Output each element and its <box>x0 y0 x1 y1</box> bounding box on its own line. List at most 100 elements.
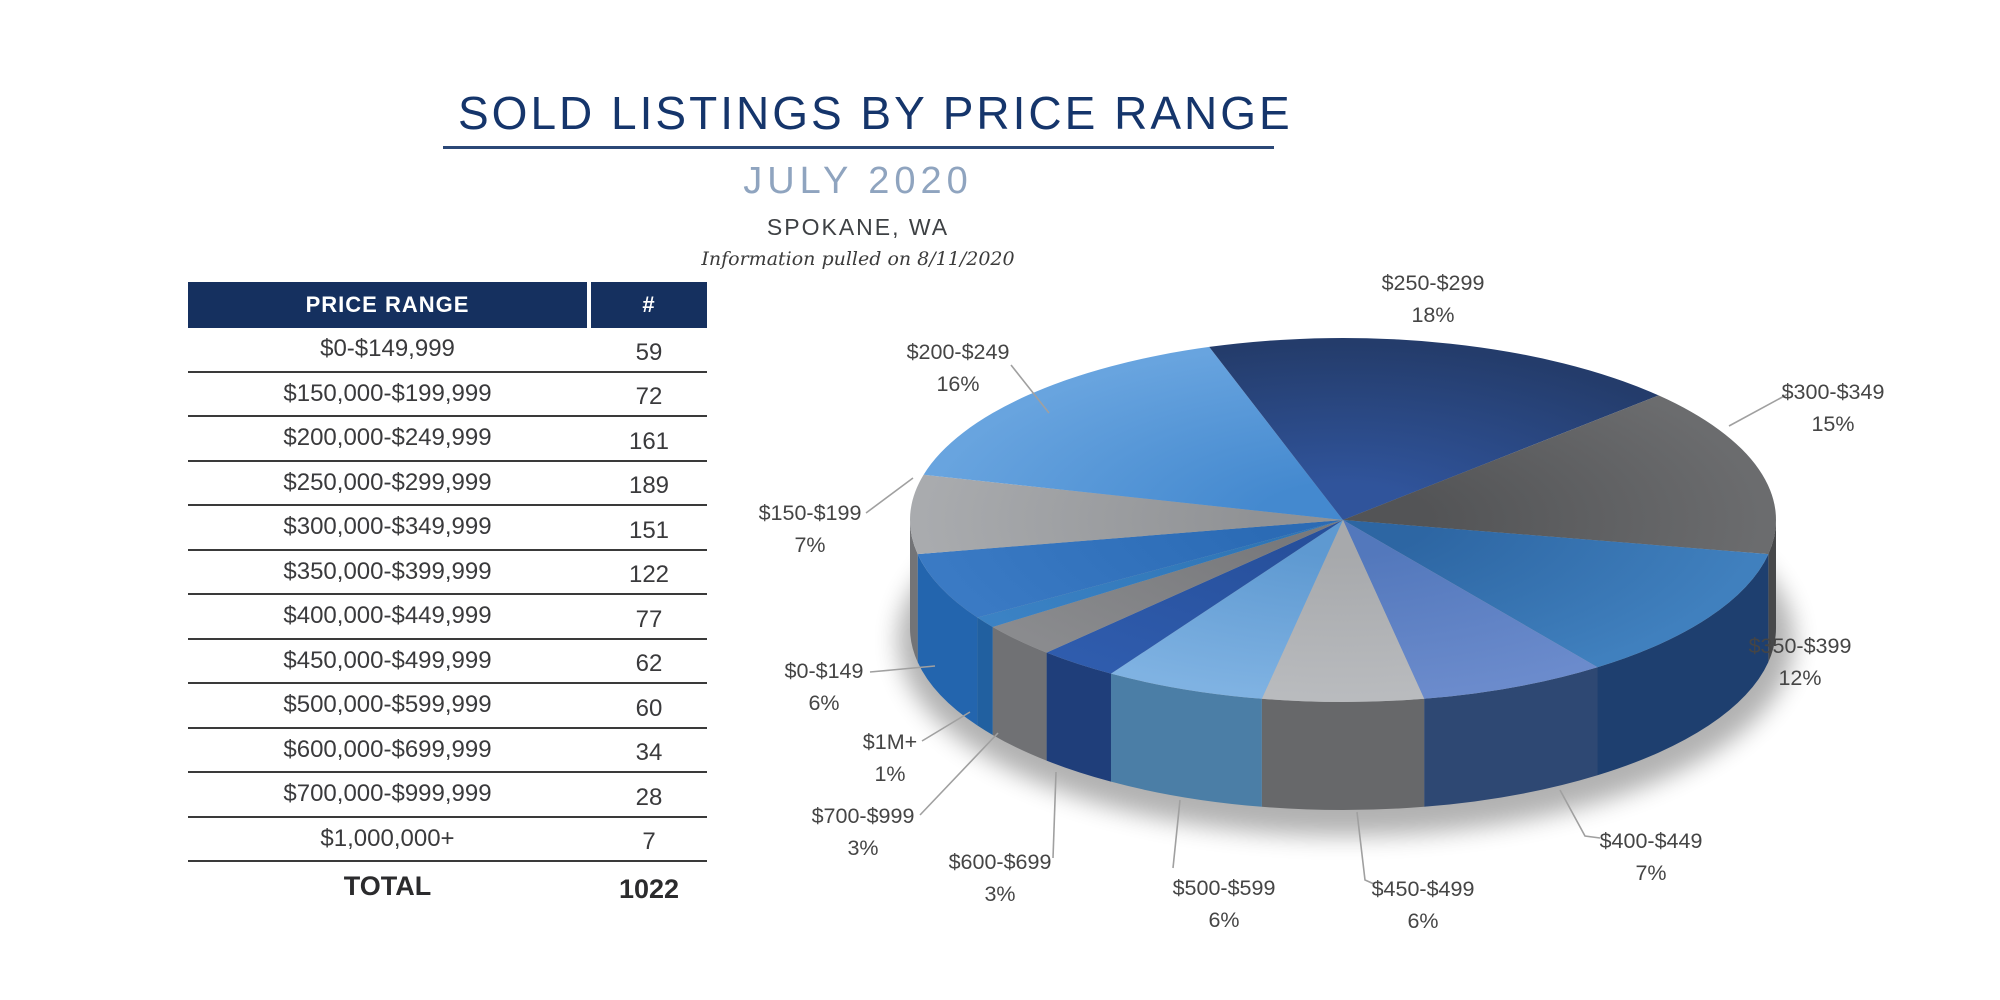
pie-label-$700-$999: $700-$999 3% <box>812 804 915 860</box>
table-body: $0-$149,999 59 $150,000-$199,999 72 $200,000… <box>188 328 707 910</box>
pie-slice-$500-$599 <box>1110 520 1343 699</box>
table-row: $450,000-$499,999 62 <box>188 640 707 684</box>
pie-label-percent: 15% <box>1811 412 1854 436</box>
leader-line-$500-$599 <box>1172 799 1181 869</box>
table-row: $300,000-$349,999 151 <box>188 506 707 551</box>
pie-label-range: $150-$199 <box>759 501 862 525</box>
pie-label-percent: 18% <box>1411 303 1454 327</box>
report-month: JULY 2020 <box>743 160 973 202</box>
table-row: $250,000-$299,999 189 <box>188 462 707 506</box>
leader-line-$600-$699 <box>1052 771 1057 859</box>
leader-line-$450-$499 <box>1356 811 1375 885</box>
pie-slice-$350-$399 <box>1343 520 1769 668</box>
price-range-cell: $700,000-$999,999 <box>283 780 492 808</box>
pie-label-$450-$499: $450-$499 6% <box>1372 877 1475 933</box>
price-range-table: PRICE RANGE # $0-$149,999 59 $150,000-$199… <box>188 282 707 910</box>
pie-side-$450-$499 <box>1261 698 1425 811</box>
pie-label-percent: 3% <box>847 836 878 860</box>
pie-label-range: $600-$699 <box>949 850 1052 874</box>
pie-side-walls <box>910 520 1776 811</box>
pie-label-$0-$149: $0-$149 6% <box>785 659 864 715</box>
count-cell: 34 <box>635 739 663 767</box>
table-row: $150,000-$199,999 72 <box>188 373 707 417</box>
pie-labels: $0-$149 6% $150-$199 7% $200-$249 16% $250-$29… <box>759 271 1885 933</box>
table-row: $0-$149,999 59 <box>188 328 707 373</box>
pie-slice-$1M+ <box>977 520 1343 627</box>
total-value: 1022 <box>618 874 680 904</box>
table-row: $350,000-$399,999 122 <box>188 551 707 595</box>
pie-slice-$400-$449 <box>1343 520 1598 699</box>
price-range-cell: $400,000-$449,999 <box>283 602 492 630</box>
pie-slice-$700-$999 <box>992 520 1343 653</box>
pie-label-percent: 12% <box>1778 666 1821 690</box>
count-cell: 72 <box>635 383 663 411</box>
count-cell: 122 <box>628 561 670 589</box>
pie-label-range: $700-$999 <box>812 804 915 828</box>
pie-side-$350-$399 <box>1597 554 1769 776</box>
leader-line-$0-$149 <box>869 665 936 673</box>
table-total-row: TOTAL 1022 <box>188 862 707 910</box>
pie-side-$150-$199 <box>910 520 918 663</box>
pie-label-percent: 16% <box>936 372 979 396</box>
pie-label-$400-$449: $400-$449 7% <box>1600 829 1703 885</box>
page-title: SOLD LISTINGS BY PRICE RANGE <box>458 87 1293 139</box>
price-range-cell: $500,000-$599,999 <box>283 691 492 719</box>
leader-line-$150-$199 <box>865 477 914 514</box>
count-cell: 77 <box>635 605 663 633</box>
pie-label-percent: 1% <box>874 762 905 786</box>
leader-line-$400-$449 <box>1559 789 1601 839</box>
price-range-cell: $300,000-$349,999 <box>283 513 492 541</box>
pie-label-range: $1M+ <box>863 730 917 754</box>
pie-label-percent: 6% <box>808 691 839 715</box>
price-range-cell: $200,000-$249,999 <box>283 424 492 452</box>
leader-line-$700-$999 <box>919 732 999 816</box>
price-range-cell: $450,000-$499,999 <box>283 646 492 674</box>
pie-label-range: $450-$499 <box>1372 877 1475 901</box>
count-cell: 60 <box>635 694 663 722</box>
total-label: TOTAL <box>343 870 432 901</box>
pie-label-range: $0-$149 <box>785 659 864 683</box>
count-cell: 59 <box>635 338 663 366</box>
pie-side-$300-$349 <box>1768 520 1776 663</box>
table-row: $600,000-$699,999 34 <box>188 729 707 773</box>
pie-slice-$250-$299 <box>1209 338 1659 520</box>
pie-top-faces <box>910 338 1776 703</box>
pie-slice-$0-$149 <box>917 520 1343 618</box>
column-header-price-range: PRICE RANGE <box>188 282 587 328</box>
pie-slice-$450-$499 <box>1261 520 1425 703</box>
pie-leader-lines <box>865 364 1789 885</box>
pie-label-percent: 7% <box>1635 861 1666 885</box>
count-cell: 189 <box>628 472 670 500</box>
price-range-cell: $250,000-$299,999 <box>283 468 492 496</box>
pie-label-$350-$399: $350-$399 12% <box>1749 634 1852 690</box>
pie-label-$300-$349: $300-$349 15% <box>1782 380 1885 436</box>
pie-label-range: $350-$399 <box>1749 634 1852 658</box>
count-cell: 28 <box>635 783 663 811</box>
price-range-cell: $0-$149,999 <box>320 335 455 363</box>
count-cell: 7 <box>642 828 656 856</box>
pie-slice-$600-$699 <box>1046 520 1343 674</box>
pie-label-range: $300-$349 <box>1782 380 1885 404</box>
table-row: $700,000-$999,999 28 <box>188 773 707 818</box>
price-range-cell: $150,000-$199,999 <box>283 379 492 407</box>
leader-line-$1M+ <box>921 711 971 742</box>
table-row: $200,000-$249,999 161 <box>188 417 707 462</box>
pie-slice-$150-$199 <box>910 474 1343 555</box>
pie-label-percent: 6% <box>1208 908 1239 932</box>
pie-side-$1M+ <box>977 617 993 735</box>
price-range-cell: $350,000-$399,999 <box>283 557 492 585</box>
count-cell: 161 <box>628 427 670 455</box>
pie-label-$600-$699: $600-$699 3% <box>949 850 1052 906</box>
count-cell: 151 <box>628 516 670 544</box>
pie-label-$500-$599: $500-$599 6% <box>1173 876 1276 932</box>
pie-label-percent: 6% <box>1407 909 1438 933</box>
pie-label-percent: 7% <box>794 533 825 557</box>
pie-label-$200-$249: $200-$249 16% <box>907 340 1010 396</box>
pie-label-$250-$299: $250-$299 18% <box>1382 271 1485 327</box>
pie-label-range: $500-$599 <box>1173 876 1276 900</box>
pie-label-range: $200-$249 <box>907 340 1010 364</box>
pie-side-$700-$999 <box>992 626 1047 761</box>
table-header: PRICE RANGE # <box>188 282 707 328</box>
